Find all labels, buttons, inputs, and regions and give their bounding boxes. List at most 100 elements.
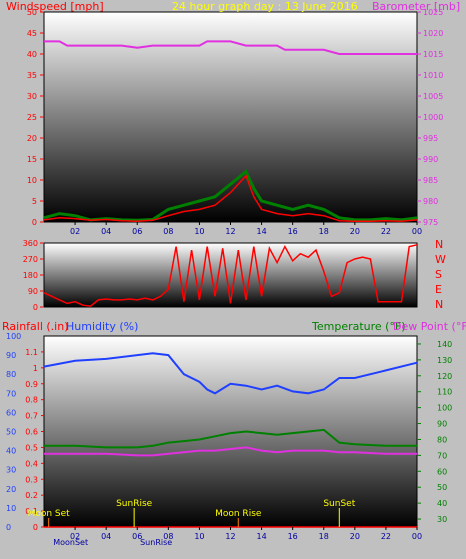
rain-y-tick-label: 0.3 xyxy=(25,475,38,484)
climate-x-tick-label: 00 xyxy=(412,532,422,541)
wind-y-tick-label: 15 xyxy=(27,155,37,164)
event-bottom-label: SunRise xyxy=(140,538,172,547)
humidity-y-tick-label: 30 xyxy=(6,466,16,475)
rain-y-tick-label: 1 xyxy=(33,364,38,373)
temp-y-tick-label: 80 xyxy=(437,435,447,444)
temp-y-tick-label: 50 xyxy=(437,483,447,492)
event-label: SunRise xyxy=(116,499,153,509)
windspeed-axis-title: Windspeed [mph] xyxy=(6,0,104,13)
climate-plot-area xyxy=(43,335,418,528)
rain-y-tick-label: 0 xyxy=(33,523,38,532)
wind-x-tick-label: 06 xyxy=(132,227,142,236)
wind-x-tick-label: 16 xyxy=(288,227,298,236)
temp-y-tick-label: 130 xyxy=(437,356,452,365)
wind-x-tick-label: 02 xyxy=(70,227,80,236)
direction-plot-area xyxy=(43,242,418,308)
wind-y-tick-label: 40 xyxy=(27,50,37,59)
humidity-y-tick-label: 20 xyxy=(6,485,16,494)
humidity-series-line xyxy=(43,352,418,395)
humidity-y-tick-label: 80 xyxy=(6,370,16,379)
direction-y-tick-label: 90 xyxy=(28,287,38,296)
barometer-axis-title: Barometer [mb] xyxy=(372,0,460,13)
plot-backgrounds xyxy=(43,11,418,528)
rain-y-tick-label: 0.5 xyxy=(25,443,38,452)
baro-y-tick-label: 1005 xyxy=(423,92,443,101)
direction-y-tick-label: 180 xyxy=(23,271,38,280)
humidity-y-tick-label: 0 xyxy=(6,523,11,532)
climate-x-tick-label: 12 xyxy=(225,532,235,541)
temp-y-tick-label: 90 xyxy=(437,420,447,429)
wind-x-tick-label: 14 xyxy=(256,227,266,236)
rain-y-tick-label: 0.9 xyxy=(25,380,38,389)
humidity-y-tick-label: 70 xyxy=(6,389,16,398)
rain-y-tick-label: 0.6 xyxy=(25,428,38,437)
wind-y-tick-label: 25 xyxy=(27,113,37,122)
climate-x-tick-label: 10 xyxy=(194,532,204,541)
climate-x-tick-label: 02 xyxy=(70,532,80,541)
temp-y-tick-label: 30 xyxy=(437,515,447,524)
humidity-y-tick-label: 60 xyxy=(6,408,16,417)
climate-x-tick-label: 08 xyxy=(163,532,173,541)
wind-x-tick-label: 04 xyxy=(101,227,111,236)
chart-title: 24 hour graph day : 13 June 2016 xyxy=(172,0,358,13)
compass-label: S xyxy=(435,268,442,281)
temp-y-tick-label: 70 xyxy=(437,451,447,460)
rain-y-tick-label: 0.8 xyxy=(25,396,38,405)
wind-y-tick-label: 5 xyxy=(32,197,37,206)
climate-x-tick-label: 22 xyxy=(381,532,391,541)
direction-y-tick-label: 0 xyxy=(33,303,38,312)
wind-x-tick-label: 12 xyxy=(225,227,235,236)
temp-y-tick-label: 120 xyxy=(437,372,452,381)
baro-y-tick-label: 990 xyxy=(423,155,438,164)
temp-y-tick-label: 40 xyxy=(437,499,447,508)
wind-y-tick-label: 50 xyxy=(27,8,37,17)
compass-label: N xyxy=(435,298,443,311)
rain-y-tick-label: 0.2 xyxy=(25,491,38,500)
compass-label: N xyxy=(435,238,443,251)
climate-x-tick-label: 14 xyxy=(256,532,266,541)
gust-series-line xyxy=(43,169,418,222)
temperature-series-line xyxy=(44,428,417,449)
temp-y-tick-label: 60 xyxy=(437,467,447,476)
windspeed-series-line xyxy=(43,174,418,222)
temperature-axis-title: Temperature (°F) xyxy=(311,320,406,333)
climate-x-tick-label: 18 xyxy=(319,532,329,541)
compass-label: W xyxy=(435,253,446,266)
wind-x-tick-label: 08 xyxy=(163,227,173,236)
direction-series-line xyxy=(43,244,418,307)
humidity-y-tick-label: 40 xyxy=(6,447,16,456)
wind-x-tick-label: 10 xyxy=(194,227,204,236)
event-label: Moon Set xyxy=(28,509,71,519)
wind-x-tick-label: 00 xyxy=(412,227,422,236)
rainfall-axis-title: Rainfall (.in) xyxy=(2,320,69,333)
climate-x-tick-label: 20 xyxy=(350,532,360,541)
baro-y-tick-label: 1015 xyxy=(423,50,443,59)
temp-y-tick-label: 140 xyxy=(437,340,452,349)
humidity-axis-title: Humidity (%) xyxy=(66,320,138,333)
baro-y-tick-label: 1020 xyxy=(423,29,443,38)
wind-y-tick-label: 35 xyxy=(27,71,37,80)
rain-y-tick-label: 0.7 xyxy=(25,412,38,421)
baro-y-tick-label: 1025 xyxy=(423,8,443,17)
rain-y-tick-label: 0.4 xyxy=(25,459,38,468)
wind-x-tick-label: 18 xyxy=(319,227,329,236)
baro-y-tick-label: 995 xyxy=(423,134,438,143)
climate-x-tick-label: 16 xyxy=(288,532,298,541)
wind-y-tick-label: 45 xyxy=(27,29,37,38)
temp-y-tick-label: 110 xyxy=(437,388,452,397)
wind-x-tick-label: 22 xyxy=(381,227,391,236)
wind-y-tick-label: 0 xyxy=(32,218,37,227)
dewpoint-axis-title: Dew Point (°F) xyxy=(393,320,466,333)
baro-y-tick-label: 975 xyxy=(423,218,438,227)
baro-y-tick-label: 1010 xyxy=(423,71,443,80)
wind-plot-area xyxy=(43,11,418,223)
wind-x-tick-label: 20 xyxy=(350,227,360,236)
humidity-y-tick-label: 100 xyxy=(6,332,21,341)
axes-layer: 0510152025303540455097598098599099510001… xyxy=(6,8,452,547)
humidity-y-tick-label: 50 xyxy=(6,428,16,437)
humidity-y-tick-label: 10 xyxy=(6,504,16,513)
wind-y-tick-label: 20 xyxy=(27,134,37,143)
temp-y-tick-label: 100 xyxy=(437,404,452,413)
baro-y-tick-label: 985 xyxy=(423,176,438,185)
